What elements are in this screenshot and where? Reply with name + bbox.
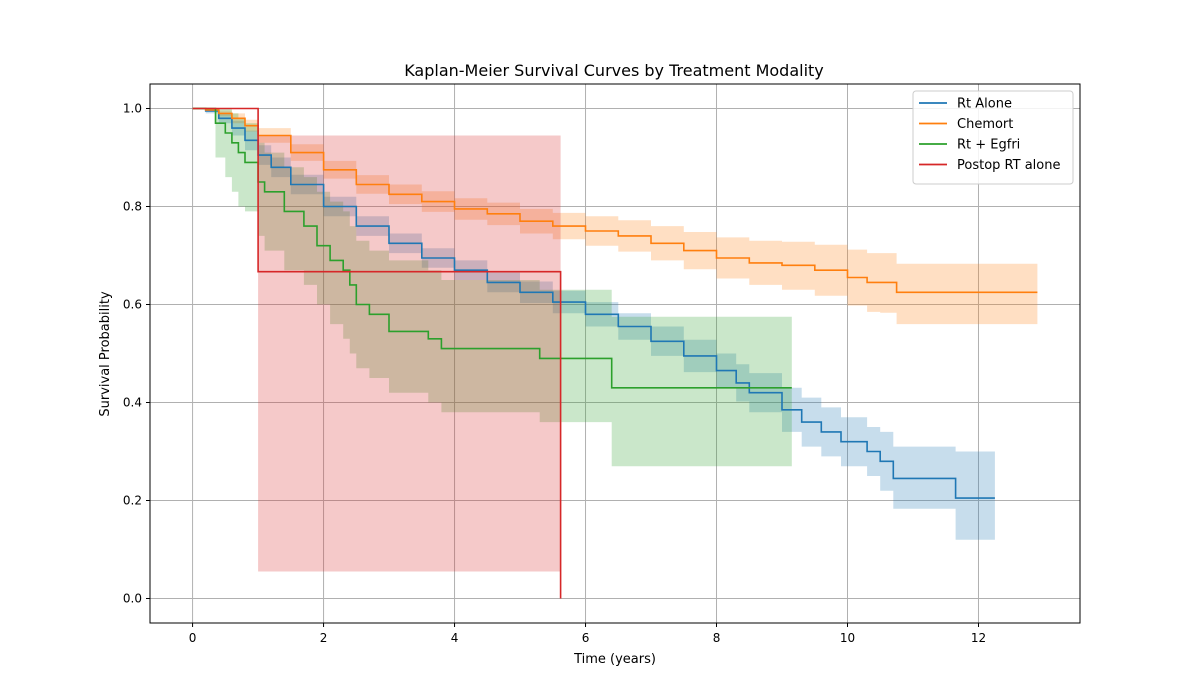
- x-tick-label: 2: [320, 631, 328, 645]
- survival-lines: [192, 107, 1038, 599]
- confidence-bands: [192, 108, 1038, 572]
- x-tick-label: 6: [582, 631, 590, 645]
- x-tick-label: 4: [451, 631, 459, 645]
- x-tick-label: 0: [189, 631, 197, 645]
- survival-line-postop-rt-alone: [192, 107, 562, 599]
- ci-band-postop-rt-alone: [192, 108, 561, 572]
- legend: Rt Alone Chemort Rt + Egfri Postop RT alone: [912, 90, 1074, 185]
- survival-line-chemort: [192, 107, 1038, 294]
- y-tick-label: 0.6: [123, 298, 142, 312]
- survival-line-rt-egfri: [192, 107, 792, 389]
- ci-band-rt-alone: [192, 108, 995, 540]
- x-tick-label: 8: [713, 631, 721, 645]
- y-tick-label: 0.2: [123, 494, 142, 508]
- survival-line-rt-alone: [192, 107, 995, 499]
- x-axis-ticks: 0 2 4 6 8 10 12: [189, 623, 986, 645]
- y-axis-label: Survival Probability: [98, 291, 113, 417]
- y-tick-label: 1.0: [123, 102, 142, 116]
- legend-label-rt-egfri: Rt + Egfri: [957, 138, 1020, 153]
- y-tick-label: 0.8: [123, 200, 142, 214]
- legend-label-rt-alone: Rt Alone: [957, 97, 1012, 112]
- y-axis-ticks: 0.0 0.2 0.4 0.6 0.8 1.0: [123, 102, 150, 606]
- legend-label-postop-rt-alone: Postop RT alone: [957, 158, 1060, 173]
- y-tick-label: 0.0: [123, 592, 142, 606]
- legend-label-chemort: Chemort: [957, 117, 1013, 132]
- chart-title: Kaplan-Meier Survival Curves by Treatmen…: [404, 61, 824, 80]
- x-axis-label: Time (years): [573, 652, 656, 667]
- x-tick-label: 10: [840, 631, 855, 645]
- y-tick-label: 0.4: [123, 396, 142, 410]
- ci-band-rt-egfri: [192, 108, 792, 467]
- plot-frame: [149, 83, 1081, 624]
- legend-box: [912, 90, 1074, 185]
- x-tick-label: 12: [971, 631, 986, 645]
